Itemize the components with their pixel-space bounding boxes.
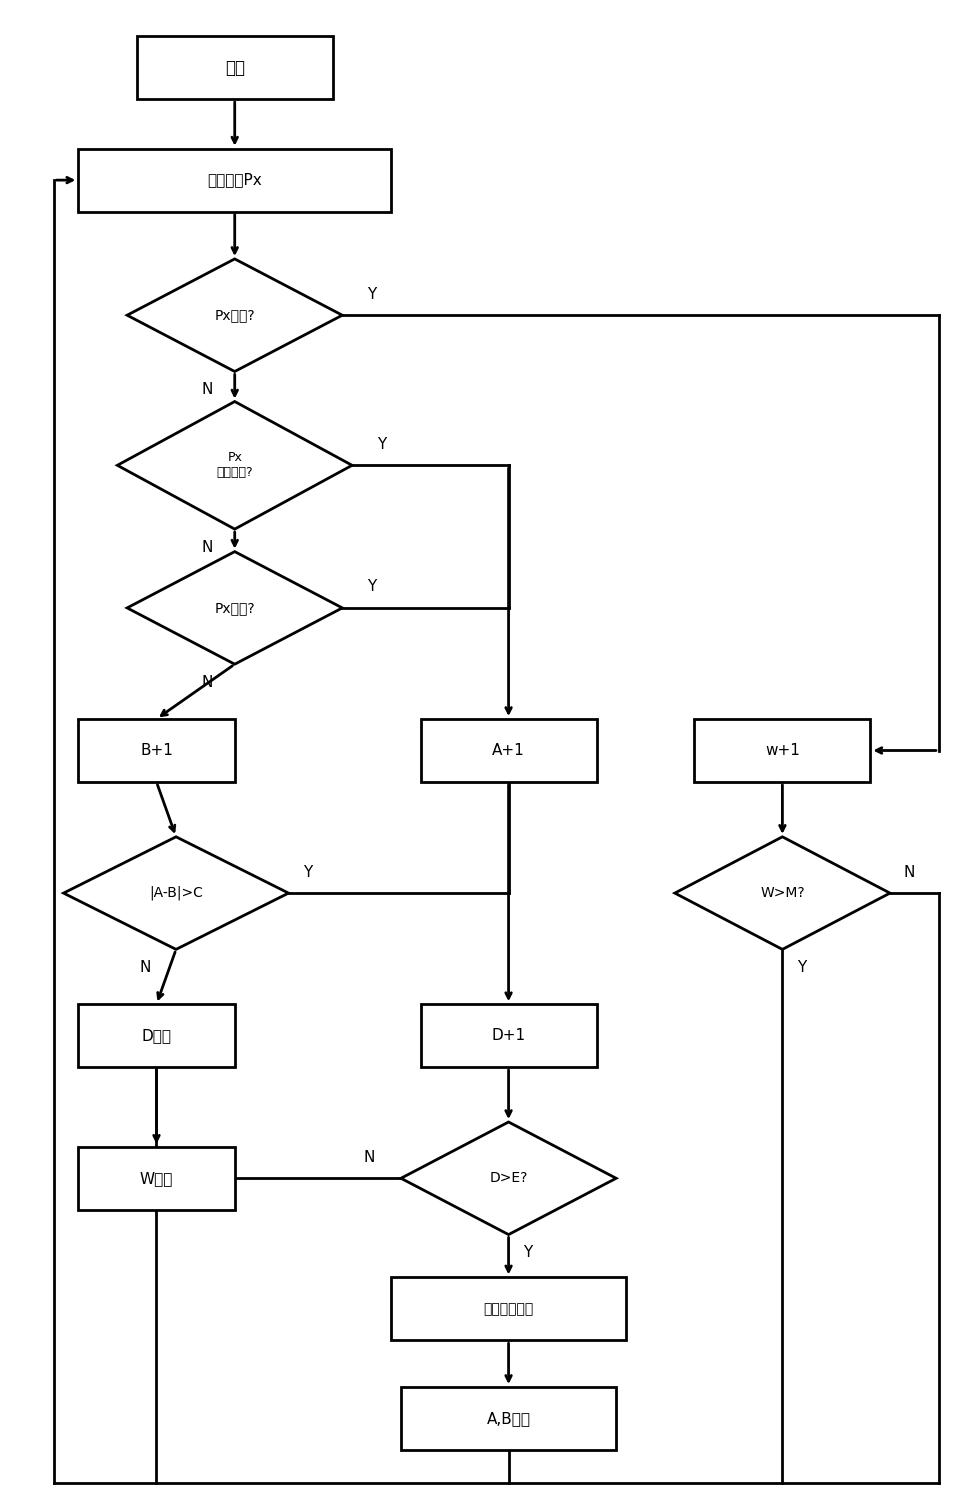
Polygon shape [127,260,342,372]
Text: A+1: A+1 [491,743,525,758]
Bar [78,149,391,212]
Text: Y: Y [366,287,376,302]
Text: Px超限?: Px超限? [214,600,255,615]
Bar [391,1277,625,1340]
Text: W清零: W清零 [140,1171,173,1186]
Text: Px异常?: Px异常? [214,308,255,323]
Text: 发出报警信号: 发出报警信号 [483,1301,533,1316]
Bar [137,36,332,99]
Bar [420,1004,596,1067]
Polygon shape [64,838,288,950]
Text: w+1: w+1 [764,743,799,758]
Bar [401,1387,616,1450]
Polygon shape [674,838,889,950]
Text: Y: Y [366,579,376,594]
Text: N: N [139,961,150,974]
Bar [78,1004,234,1067]
Text: D+1: D+1 [491,1028,525,1043]
Text: Y: Y [303,865,313,880]
Text: N: N [903,865,914,880]
Polygon shape [127,552,342,665]
Text: B+1: B+1 [140,743,173,758]
Text: N: N [201,540,213,554]
Bar [78,719,234,782]
Text: N: N [363,1150,375,1165]
Bar [694,719,870,782]
Bar [420,719,596,782]
Text: N: N [201,675,213,689]
Polygon shape [117,402,352,530]
Text: 开始: 开始 [225,59,244,77]
Text: D>E?: D>E? [488,1171,528,1186]
Text: |A-B|>C: |A-B|>C [149,886,203,901]
Text: N: N [201,383,213,396]
Polygon shape [401,1123,616,1234]
Text: Y: Y [523,1246,532,1259]
Text: D清零: D清零 [142,1028,171,1043]
Text: Px
超过阈值?: Px 超过阈值? [216,452,253,479]
Text: Y: Y [376,437,386,452]
Text: Y: Y [796,961,806,974]
Text: A,B清零: A,B清零 [487,1411,530,1426]
Text: W>M?: W>M? [759,886,804,901]
Text: 采集压力Px: 采集压力Px [207,173,262,188]
Bar [78,1147,234,1210]
